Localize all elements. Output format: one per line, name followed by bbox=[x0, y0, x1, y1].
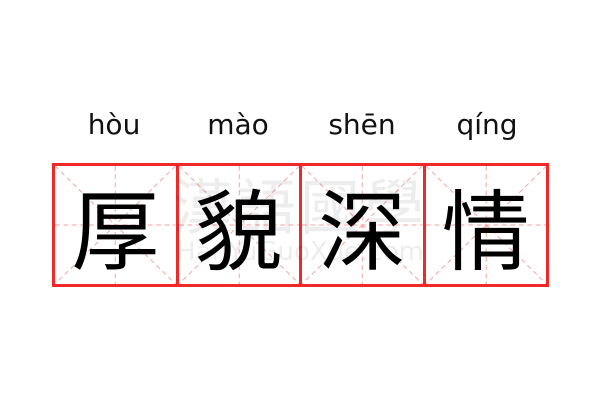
pinyin-4: qíng bbox=[456, 108, 518, 141]
character-2: 貌 bbox=[194, 180, 283, 284]
guide-lines bbox=[55, 166, 176, 284]
character-cell: 貌 bbox=[175, 166, 299, 284]
character-grid: 厚 貌 深 情 bbox=[52, 163, 549, 287]
character-4: 情 bbox=[441, 180, 530, 284]
character-3: 深 bbox=[318, 180, 407, 284]
guide-lines bbox=[178, 166, 299, 284]
character-cell: 深 bbox=[299, 166, 423, 284]
character-1: 厚 bbox=[71, 180, 160, 284]
character-cell: 厚 bbox=[55, 166, 176, 284]
pinyin-1: hòu bbox=[87, 108, 141, 141]
guide-lines bbox=[302, 166, 423, 284]
pinyin-2: mào bbox=[207, 108, 269, 141]
guide-lines bbox=[425, 166, 546, 284]
pinyin-3: shēn bbox=[328, 108, 396, 141]
character-cell: 情 bbox=[422, 166, 546, 284]
